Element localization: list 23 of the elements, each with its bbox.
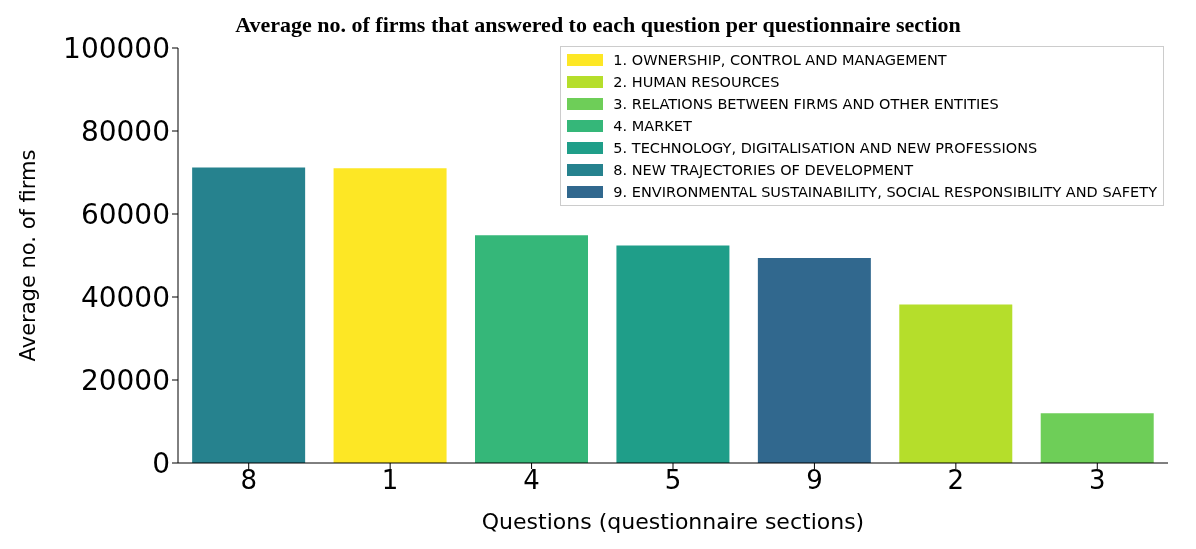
x-tick-label: 9 <box>806 465 823 496</box>
legend-label: 4. MARKET <box>613 118 692 134</box>
x-axis-title: Questions (questionnaire sections) <box>481 509 865 534</box>
x-tick-label: 8 <box>240 465 257 496</box>
x-tick-label: 3 <box>1089 465 1106 496</box>
legend-label: 1. OWNERSHIP, CONTROL AND MANAGEMENT <box>613 52 947 68</box>
legend-label: 5. TECHNOLOGY, DIGITALISATION AND NEW PROFESSIONS <box>613 140 1038 156</box>
y-tick-label: 20000 <box>80 363 170 397</box>
x-tick-label: 2 <box>947 465 965 496</box>
y-tick-label: 40000 <box>80 280 170 314</box>
y-tick-label: 100000 <box>63 31 170 65</box>
x-tick-label: 1 <box>381 465 399 496</box>
chart-title: Average no. of firms that answered to each question per questionnaire section <box>235 12 961 37</box>
x-tick-label: 5 <box>664 465 682 496</box>
legend-label: 2. HUMAN RESOURCES <box>613 74 780 90</box>
y-tick-label: 0 <box>152 446 170 480</box>
y-axis-title: Average no. of firms <box>16 149 41 362</box>
legend-label: 8. NEW TRAJECTORIES OF DEVELOPMENT <box>613 162 914 178</box>
y-tick-label: 60000 <box>80 197 170 231</box>
legend-label: 3. RELATIONS BETWEEN FIRMS AND OTHER ENTITIES <box>613 96 999 112</box>
x-tick-label: 4 <box>523 465 540 496</box>
legend-label: 9. ENVIRONMENTAL SUSTAINABILITY, SOCIAL RESPONSIBILITY AND SAFETY <box>613 184 1157 200</box>
y-tick-label: 80000 <box>80 114 170 148</box>
